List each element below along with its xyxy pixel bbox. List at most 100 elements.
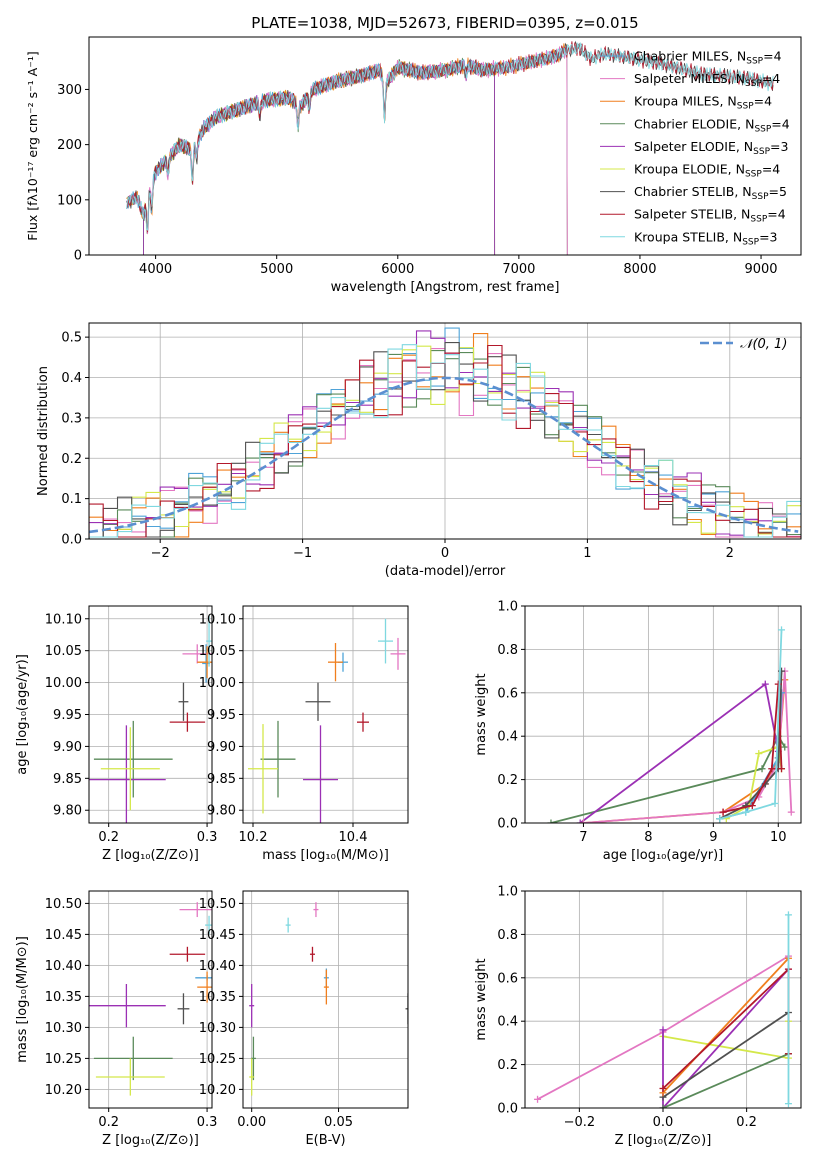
x-tick-label: −0.2 [564,1115,596,1130]
x-tick-label: 0.0 [653,1115,674,1130]
mass-weight-vs-metallicity-panel: −0.2 0.0 0.2 0.0 0.2 0.4 0.6 0.8 1.0 Z [log₁₀(Z/Z… [474,885,802,1148]
y-tick-label: 10.05 [45,644,82,659]
y-tick-label: 0.2 [61,452,82,467]
y-tick-label: 10.35 [45,990,82,1005]
legend-label-sub: SSP [745,79,762,89]
x-tick-label: 2 [726,546,734,561]
x-tick-label: 0.3 [197,1115,218,1130]
legend-label-main: Kroupa STELIB, N [634,229,742,244]
x-axis-label: Z [log₁₀(Z/Z⊙)] [615,1133,712,1148]
x-axis-label: wavelength [Angstrom, rest frame] [331,280,560,295]
mass-weight-line-chabrier-stelib [662,1011,790,1098]
age-vs-metallicity-panel: 0.2 0.3 9.80 9.85 9.90 9.95 10.00 10.05 10.10 Z [… [15,605,218,863]
x-tick-label: 7000 [502,262,535,277]
legend-label-main: Chabrier STELIB, N [634,184,752,199]
x-tick-label: 0.3 [197,830,218,845]
y-tick-label: 10.10 [45,612,82,627]
legend-label-normal: 𝒩(0, 1) [740,337,787,352]
legend-label-suffix: =4 [762,162,780,177]
x-tick-label: 6000 [381,262,414,277]
y-axis-label: Normed distribution [36,366,51,496]
y-tick-label: 10.30 [199,1021,236,1036]
axes-frame [88,322,802,540]
legend-label-sub: SSP [750,215,767,225]
plot-area [89,615,212,823]
y-axis-label: Flux [fλ10⁻¹⁷ erg cm⁻² s⁻¹ A⁻¹] [25,51,40,240]
y-tick-label: 9.95 [53,708,82,723]
y-tick-label: 0.3 [61,411,82,426]
y-tick-label: 10.05 [199,644,236,659]
y-tick-label: 1.0 [497,885,518,900]
x-tick-label: 9000 [744,262,777,277]
y-tick-label: 10.20 [199,1083,236,1098]
x-tick-label: 0.00 [237,1115,266,1130]
y-tick-label: 10.45 [199,928,236,943]
x-tick-label: −1 [293,546,312,561]
axes-frame [88,36,802,256]
legend-label-kroupa-elodie: Kroupa ELODIE, NSSP=4 [634,162,780,180]
legend-label-sub: SSP [752,192,769,202]
x-tick-label: 0 [441,546,449,561]
histogram-kroupa-stelib [89,344,801,539]
legend-label-sub: SSP [742,237,759,247]
x-tick-label: −2 [151,546,170,561]
histogram-kroupa-elodie [89,345,801,539]
legend-label-main: Chabrier ELODIE, N [634,116,754,131]
y-tick-label: 0.8 [497,643,518,658]
mass-weight-line-salpeter-elodie [662,968,790,1108]
legend-label-kroupa-stelib: Kroupa STELIB, NSSP=3 [634,229,778,247]
legend-label-suffix: =5 [769,184,787,199]
plot-area [126,40,774,255]
y-tick-label: 10.25 [45,1052,82,1067]
x-tick-label: 0.05 [324,1115,353,1130]
normal-distribution-curve [89,376,799,534]
axes-frame [242,605,409,824]
y-tick-label: 0.4 [497,1015,518,1030]
y-tick-label: 200 [57,138,82,153]
y-tick-label: 0.8 [497,928,518,943]
legend-label-main: Chabrier MILES, N [634,49,746,64]
y-tick-label: 0.5 [61,331,82,346]
legend-label-salpeter-stelib: Salpeter STELIB, NSSP=4 [634,207,786,225]
legend-label-suffix: =4 [754,94,772,109]
legend-label-main: Kroupa ELODIE, N [634,162,745,177]
y-axis-label: age [log₁₀(age/yr)] [15,654,30,775]
y-tick-label: 0.6 [497,686,518,701]
x-tick-label: 5000 [260,262,293,277]
legend-label-sub: SSP [737,102,754,112]
y-tick-label: 0.0 [497,817,518,832]
plot-area [534,911,792,1108]
mass-weight-line-kroupa-miles [662,957,790,1094]
y-tick-label: 1.0 [497,600,518,615]
legend-label-suffix: =4 [763,49,781,64]
x-axis-label: E(B-V) [305,1133,345,1148]
y-tick-label: 9.80 [207,804,236,819]
y-tick-label: 9.90 [53,740,82,755]
x-tick-label: 1 [583,546,591,561]
x-axis-label: Z [log₁₀(Z/Z⊙)] [102,848,199,863]
y-tick-label: 10.45 [45,928,82,943]
y-tick-label: 9.80 [53,804,82,819]
x-axis-label: age [log₁₀(age/yr)] [603,848,724,863]
y-axis-label: mass [log₁₀(M/M⊙)] [15,936,30,1063]
y-tick-label: 9.85 [207,772,236,787]
x-tick-label: 4000 [139,262,172,277]
age-vs-mass-panel: 10.2 10.4 9.80 9.85 9.90 9.95 10.00 10.05 10.10 m… [199,605,409,863]
plot-area [547,626,795,823]
axes-frame [524,605,802,824]
legend-label-main: Salpeter ELODIE, N [634,139,753,154]
y-tick-label: 100 [57,193,82,208]
y-tick-label: 10.00 [199,676,236,691]
y-tick-label: 10.25 [199,1052,236,1067]
x-axis-label: (data-model)/error [385,564,506,579]
legend-label-sub: SSP [746,57,763,67]
y-tick-label: 300 [57,83,82,98]
plot-area [248,618,406,823]
plot-area [89,327,801,539]
legend-label-chabrier-miles: Chabrier MILES, NSSP=4 [634,49,782,67]
mass-weight-line-salpeter-stelib [662,967,790,1090]
mass-weight-line-kroupa-stelib [719,629,783,820]
axes-frame [242,890,409,1109]
plot-area [249,902,408,1096]
